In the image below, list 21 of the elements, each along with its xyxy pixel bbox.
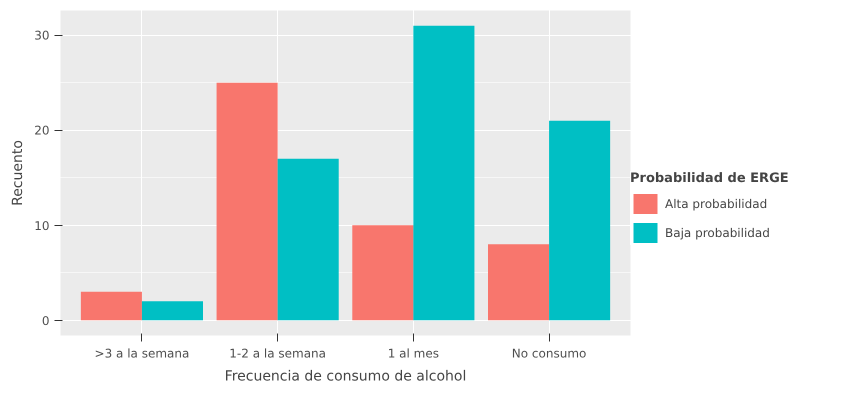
y-tick-label: 10 [34,218,50,233]
x-tick-label: >3 a la semana [94,346,190,360]
y-tick-label: 30 [34,28,50,43]
legend-label: Baja probabilidad [665,226,770,240]
bar [80,292,142,320]
bar [216,82,278,320]
bar [488,244,550,320]
legend-label: Alta probabilidad [665,196,768,210]
bar [142,301,203,320]
x-axis-title: Frecuencia de consumo de alcohol [224,368,466,384]
bar [549,120,610,320]
bar [413,26,474,320]
y-tick-label: 0 [42,314,50,328]
x-tick-label: No consumo [512,346,586,360]
y-axis-title: Recuento [10,140,26,206]
x-tick-label: 1-2 a la semana [229,346,326,360]
legend-title: Probabilidad de ERGE [630,171,789,186]
bar [278,158,339,320]
bar [352,225,414,320]
x-tick-label: 1 al mes [388,346,439,360]
y-tick-label: 20 [34,124,50,138]
